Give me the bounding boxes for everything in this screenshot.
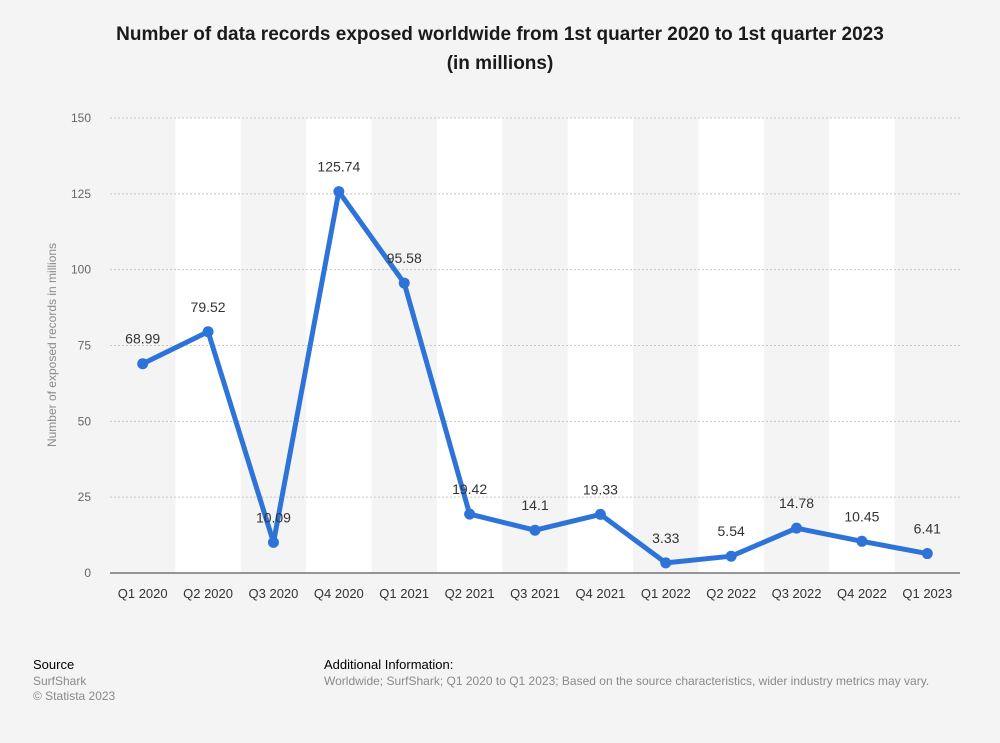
source-copyright: © Statista 2023 — [33, 689, 116, 703]
gridlines — [110, 117, 960, 498]
x-tick-label: Q3 2021 — [510, 586, 560, 601]
data-labels: 68.99 79.52 10.09 125.74 95.58 19.42 14.1 19.33… — [125, 159, 941, 546]
data-point — [791, 522, 803, 534]
data-point — [921, 548, 933, 560]
x-tick-label: Q2 2020 — [183, 586, 233, 601]
data-point — [725, 550, 737, 562]
x-tick-label: Q3 2020 — [249, 586, 299, 601]
data-point — [137, 358, 149, 370]
data-label: 95.58 — [387, 250, 422, 266]
data-point — [398, 277, 410, 289]
x-axis-ticks: Q1 2020 Q2 2020 Q3 2020 Q4 2020 Q1 2021 Q2 20… — [118, 586, 952, 601]
x-tick-label: Q3 2022 — [772, 586, 822, 601]
data-label: 5.54 — [718, 523, 745, 539]
y-tick-label: 75 — [78, 339, 92, 353]
x-tick-label: Q1 2022 — [641, 586, 691, 601]
source-block: Source SurfShark © Statista 2023 — [33, 657, 115, 704]
y-tick-label: 150 — [71, 111, 91, 125]
y-tick-label: 25 — [78, 490, 92, 504]
chart-title: Number of data records exposed worldwide… — [40, 20, 960, 78]
data-label: 10.45 — [844, 508, 879, 524]
data-label: 79.52 — [191, 299, 226, 315]
data-label: 19.42 — [452, 481, 487, 497]
data-point — [333, 186, 345, 198]
data-point — [464, 508, 476, 520]
data-label: 10.09 — [256, 509, 291, 525]
source-heading: Source — [33, 657, 75, 672]
additional-info-heading: Additional Information: — [324, 657, 454, 672]
data-point — [660, 557, 672, 569]
y-axis-label: Number of exposed records in millions — [45, 243, 59, 447]
data-point — [267, 536, 279, 548]
y-tick-label: 0 — [84, 566, 91, 580]
x-tick-label: Q1 2020 — [118, 586, 168, 601]
additional-info-text: Worldwide; SurfShark; Q1 2020 to Q1 2023… — [324, 674, 930, 688]
y-tick-label: 100 — [71, 263, 91, 277]
source-name: SurfShark — [33, 674, 87, 688]
data-label: 19.33 — [583, 481, 618, 497]
data-point — [856, 535, 868, 547]
chart-subtitle: (in millions) — [446, 53, 554, 74]
y-tick-label: 50 — [78, 414, 92, 428]
data-point — [202, 326, 214, 338]
additional-info-block: Additional Information: Worldwide; SurfS… — [324, 657, 929, 689]
data-points — [137, 186, 933, 569]
x-tick-label: Q4 2020 — [314, 586, 364, 601]
data-label: 14.1 — [521, 497, 548, 513]
x-tick-label: Q2 2021 — [445, 586, 495, 601]
data-label: 6.41 — [914, 521, 941, 537]
chart-title-text: Number of data records exposed worldwide… — [116, 24, 884, 45]
y-tick-label: 125 — [71, 187, 91, 201]
data-point — [529, 524, 541, 536]
data-point — [594, 508, 606, 520]
data-label: 125.74 — [317, 159, 360, 175]
data-label: 68.99 — [125, 331, 160, 347]
x-tick-label: Q4 2022 — [837, 586, 887, 601]
x-tick-label: Q4 2021 — [575, 586, 625, 601]
data-label: 3.33 — [652, 530, 679, 546]
x-tick-label: Q1 2021 — [379, 586, 429, 601]
data-label: 14.78 — [779, 495, 814, 511]
x-tick-label: Q1 2023 — [902, 586, 952, 601]
y-axis-ticks: 0 25 50 75 100 125 150 — [71, 111, 91, 580]
x-tick-label: Q2 2022 — [706, 586, 756, 601]
